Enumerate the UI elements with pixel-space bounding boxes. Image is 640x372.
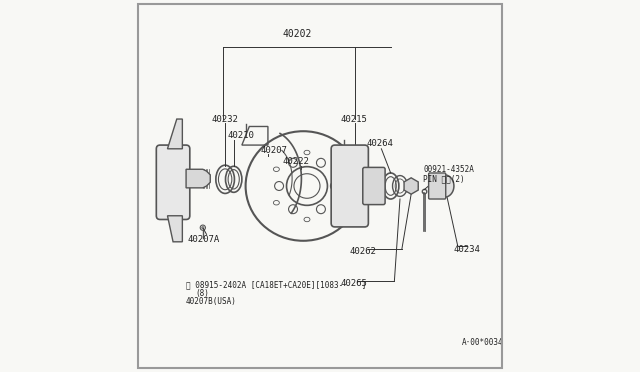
Text: 40234: 40234 — [454, 245, 481, 254]
Text: 40207B(USA): 40207B(USA) — [186, 297, 237, 306]
Text: 40222: 40222 — [283, 157, 310, 166]
Polygon shape — [441, 175, 454, 197]
Text: 40264: 40264 — [367, 139, 394, 148]
Polygon shape — [404, 178, 418, 194]
Text: PIN ピン(2): PIN ピン(2) — [424, 174, 465, 183]
Text: 40265: 40265 — [340, 279, 367, 288]
Text: 40207: 40207 — [260, 146, 287, 155]
Text: (8): (8) — [195, 289, 209, 298]
Text: 40210: 40210 — [227, 131, 254, 140]
Polygon shape — [168, 119, 182, 149]
Text: 40215: 40215 — [340, 115, 367, 124]
Text: 40207A: 40207A — [188, 235, 220, 244]
Text: Ⓝ 08915-2402A [CA18ET+CA20E][1083-    ]: Ⓝ 08915-2402A [CA18ET+CA20E][1083- ] — [186, 280, 367, 289]
FancyBboxPatch shape — [363, 167, 385, 205]
Text: 40232: 40232 — [211, 115, 238, 124]
Polygon shape — [168, 216, 182, 242]
Text: A·00*0034: A·00*0034 — [461, 338, 503, 347]
Text: 40202: 40202 — [283, 29, 312, 39]
Text: 00921-4352A: 00921-4352A — [424, 165, 474, 174]
FancyBboxPatch shape — [429, 173, 445, 199]
FancyBboxPatch shape — [156, 145, 190, 219]
FancyBboxPatch shape — [331, 145, 369, 227]
Text: 40262: 40262 — [349, 247, 376, 256]
Polygon shape — [186, 169, 211, 188]
